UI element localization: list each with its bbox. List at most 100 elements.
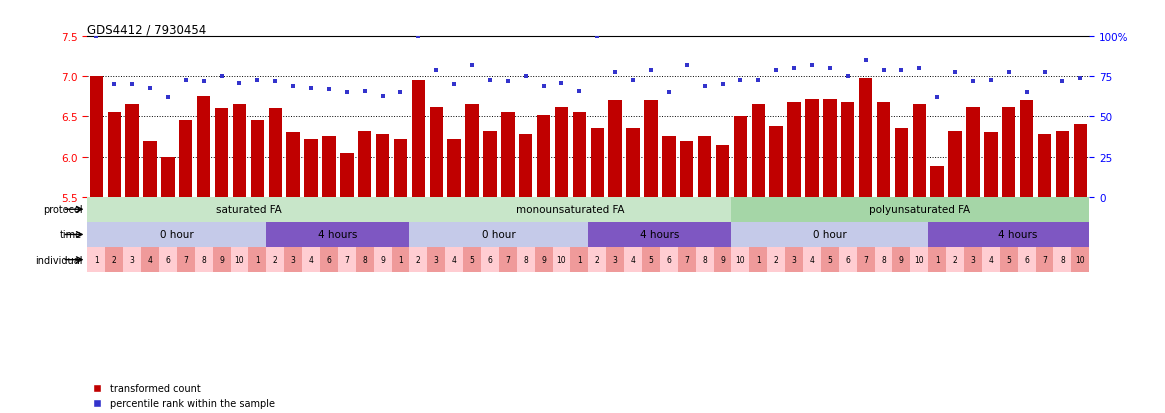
Text: 1: 1 [398,256,403,264]
Text: 6: 6 [1024,256,1029,264]
Bar [141,247,158,273]
Text: 3: 3 [291,256,296,264]
Bar [214,109,228,197]
Text: protocol: protocol [43,205,83,215]
Point [659,90,678,97]
Bar [107,113,121,197]
Bar [105,247,123,273]
Point [373,93,391,100]
Text: 7: 7 [506,256,510,264]
Point [1071,76,1089,82]
Bar [483,132,496,197]
Point [803,63,821,69]
Bar [1036,247,1053,273]
Text: 3: 3 [433,256,439,264]
Bar [161,157,175,197]
Text: 4: 4 [148,256,153,264]
Point [1017,90,1036,97]
Bar [284,247,302,273]
Bar [910,247,929,273]
Bar [302,247,320,273]
Bar [571,247,588,273]
Text: 1: 1 [934,256,940,264]
Bar [267,247,284,273]
Bar [123,247,141,273]
Bar [1018,247,1036,273]
Bar [821,247,839,273]
Bar [892,247,910,273]
Bar [430,107,443,197]
Bar [143,141,157,197]
Bar [768,247,785,273]
Bar [90,77,103,197]
Bar [591,129,603,197]
Text: 7: 7 [863,256,868,264]
Bar [931,167,944,197]
Bar [659,247,678,273]
Bar [428,247,445,273]
Text: 8: 8 [702,256,707,264]
Bar [158,247,177,273]
Bar [642,247,659,273]
Bar [929,222,1107,247]
Text: 0 hour: 0 hour [482,230,516,240]
Bar [984,133,997,197]
Text: 8: 8 [362,256,367,264]
Point [623,77,642,84]
Bar [1053,247,1072,273]
Bar [267,222,409,247]
Text: 9: 9 [219,256,224,264]
Text: 8: 8 [1060,256,1065,264]
Point [266,78,284,85]
Bar [391,247,409,273]
Bar [732,247,749,273]
Text: 6: 6 [666,256,671,264]
Point [319,87,338,93]
Bar [537,116,550,197]
Bar [323,137,336,197]
Point [158,95,177,101]
Bar [713,247,732,273]
Bar [409,222,588,247]
Bar [501,113,515,197]
Bar [555,107,569,197]
Point [499,78,517,85]
Bar [859,79,873,197]
Bar [680,141,693,197]
Text: 4: 4 [452,256,457,264]
Point [284,83,303,90]
Text: 6: 6 [326,256,331,264]
Bar [785,247,803,273]
Text: 4 hours: 4 hours [998,230,1037,240]
Text: 3: 3 [792,256,797,264]
Bar [481,247,499,273]
Bar [588,247,606,273]
Text: 1: 1 [255,256,260,264]
Point [426,67,445,74]
Text: 2: 2 [953,256,958,264]
Bar [803,247,821,273]
Text: 8: 8 [202,256,206,264]
Bar [929,247,946,273]
Bar [1074,125,1087,197]
Bar [678,247,696,273]
Text: 5: 5 [1007,256,1011,264]
Text: 9: 9 [542,256,546,264]
Text: 0 hour: 0 hour [813,230,847,240]
Bar [517,247,535,273]
Point [1000,69,1018,76]
Bar [374,247,391,273]
Text: 4: 4 [810,256,814,264]
Bar [518,135,532,197]
Bar [573,113,586,197]
Point [570,88,588,95]
Text: 3: 3 [970,256,975,264]
Text: GDS4412 / 7930454: GDS4412 / 7930454 [87,23,206,36]
Text: 4 hours: 4 hours [318,230,358,240]
Text: 4: 4 [630,256,635,264]
Text: 4: 4 [988,256,994,264]
Bar [465,105,479,197]
Bar [606,247,624,273]
Bar [788,103,800,197]
Bar [875,247,892,273]
